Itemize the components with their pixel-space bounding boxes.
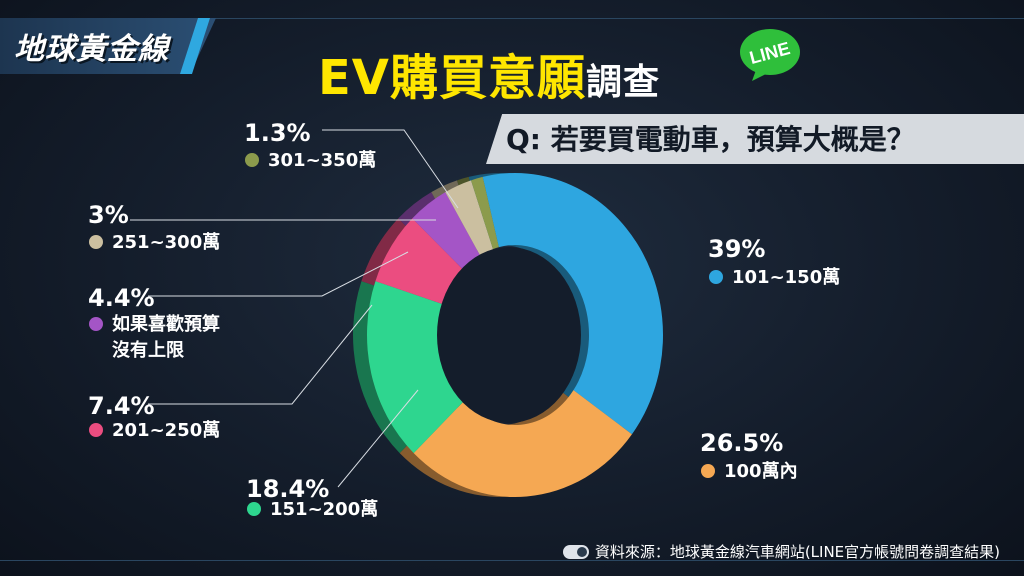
label-pct-0: 39% [708, 235, 765, 263]
legend-dot-1 [701, 464, 715, 478]
label-cat-line2-4: 沒有上限 [112, 339, 185, 361]
question-text: Q: 若要買電動車，預算大概是？ [506, 123, 915, 156]
toggle-icon [562, 544, 589, 559]
line-badge-bubble [740, 29, 800, 75]
question-box [486, 114, 1024, 164]
legend-dot-6 [245, 153, 259, 167]
legend-dot-3 [89, 423, 103, 437]
label-pct-3: 7.4% [88, 392, 155, 420]
frame-top-line [0, 18, 1024, 19]
label-pct-6: 1.3% [244, 119, 311, 147]
label-cat-1: 100萬內 [724, 461, 798, 482]
slice-6 [471, 176, 499, 250]
label-pct-4: 4.4% [88, 284, 155, 312]
legend-dot-4 [89, 317, 103, 331]
slice-4 [412, 192, 481, 271]
line-badge-tail [752, 70, 768, 81]
slice-3 [375, 218, 464, 306]
chart-title: EV購買意願調查 [318, 38, 660, 108]
legend-dot-2 [247, 502, 261, 516]
slice-5 [445, 180, 494, 256]
chart-title-suffix: 調查 [585, 62, 660, 103]
label-cat-0: 101~150萬 [732, 267, 840, 288]
label-cat-5: 251~300萬 [112, 232, 220, 253]
leader-line-3 [148, 304, 373, 405]
legend-dot-5 [89, 235, 103, 249]
label-pct-5: 3% [88, 201, 129, 229]
source-text: 資料來源：地球黃金線汽車網站(LINE官方帳號問卷調查結果) [594, 543, 1000, 561]
label-cat-4: 如果喜歡預算 [112, 313, 220, 335]
label-pct-1: 26.5% [700, 429, 783, 457]
donut-hole [437, 247, 581, 423]
logo-banner [0, 18, 216, 74]
label-pct-2: 18.4% [246, 475, 329, 503]
legend-dot-0 [709, 270, 723, 284]
line-badge-icon: LINE [740, 29, 800, 81]
frame-bottom-line [0, 560, 1024, 561]
chart-title-main: EV購買意願 [318, 50, 586, 106]
label-cat-2: 151~200萬 [270, 499, 378, 520]
source-note: 資料來源：地球黃金線汽車網站(LINE官方帳號問卷調查結果) [562, 541, 1000, 562]
label-cat-6: 301~350萬 [268, 150, 376, 171]
label-cat-3: 201~250萬 [112, 420, 220, 441]
leader-line-6 [322, 129, 459, 209]
slice-1 [413, 390, 632, 498]
show-logo: 地球黃金線 [14, 32, 169, 67]
slice-0 [482, 173, 664, 435]
leader-line-4 [148, 251, 409, 297]
leader-line-2 [337, 389, 419, 488]
